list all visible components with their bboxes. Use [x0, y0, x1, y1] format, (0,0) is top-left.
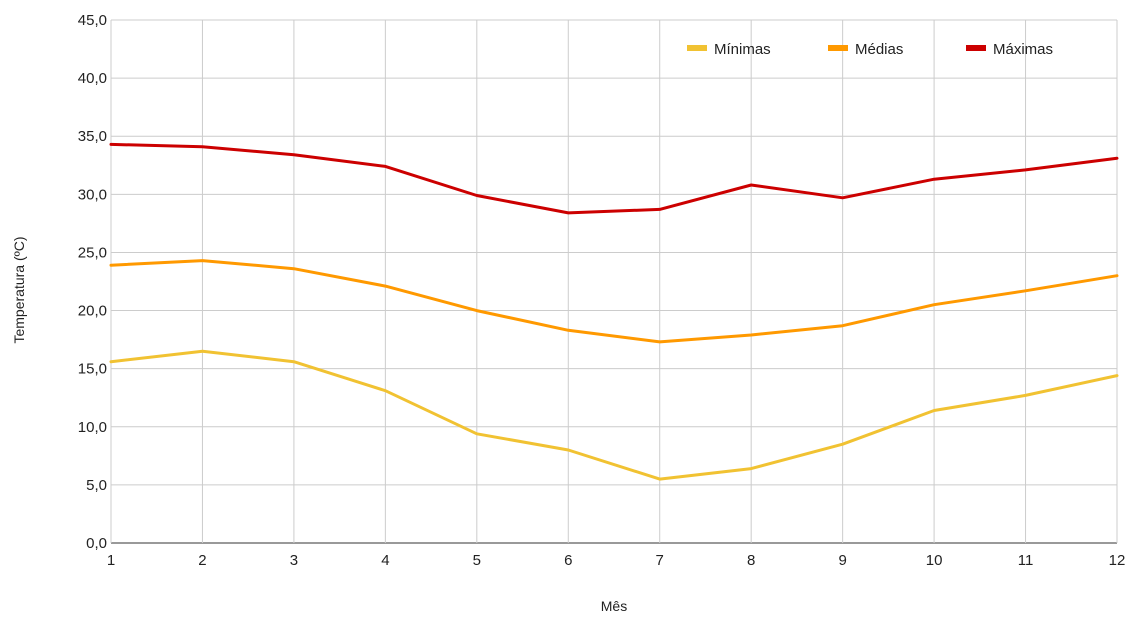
y-tick-label: 10,0 [78, 419, 107, 436]
y-tick-label: 35,0 [78, 128, 107, 145]
y-axis-tick-labels: 0,0 5,0 10,0 15,0 20,0 25,0 30,0 35,0 40,0 45,0 [78, 12, 107, 552]
x-tick-label: 2 [198, 552, 206, 569]
series-line-maximas [109, 142, 1119, 215]
y-tick-label: 0,0 [86, 535, 107, 552]
series-line-medias [109, 259, 1119, 344]
y-tick-label: 5,0 [86, 477, 107, 494]
series-lines [109, 142, 1119, 481]
y-tick-label: 45,0 [78, 12, 107, 29]
x-tick-label: 1 [107, 552, 115, 569]
legend-swatch-minimas [687, 45, 707, 51]
y-tick-label: 40,0 [78, 70, 107, 87]
y-tick-label: 25,0 [78, 244, 107, 261]
x-tick-label: 3 [290, 552, 298, 569]
x-axis-tick-labels: 1 2 3 4 5 6 7 8 9 10 11 12 [107, 552, 1126, 569]
legend-label-medias: Médias [855, 41, 903, 58]
series-line-minimas [109, 349, 1119, 481]
x-tick-label: 9 [838, 552, 846, 569]
x-axis-title: Mês [601, 598, 627, 614]
legend-swatch-medias [828, 45, 848, 51]
legend-swatch-maximas [966, 45, 986, 51]
legend-label-maximas: Máximas [993, 41, 1053, 58]
x-tick-label: 6 [564, 552, 572, 569]
y-tick-label: 15,0 [78, 361, 107, 378]
grid-lines [110, 19, 1118, 544]
legend-label-minimas: Mínimas [714, 41, 771, 58]
x-tick-label: 7 [656, 552, 664, 569]
x-tick-label: 11 [1018, 552, 1034, 569]
x-tick-label: 12 [1109, 552, 1126, 569]
x-tick-label: 10 [926, 552, 943, 569]
y-axis-title: Temperatura (ºC) [11, 236, 27, 343]
x-tick-label: 8 [747, 552, 755, 569]
x-tick-label: 4 [381, 552, 389, 569]
x-tick-label: 5 [473, 552, 481, 569]
legend: Mínimas Médias Máximas [687, 41, 1053, 58]
y-tick-label: 20,0 [78, 303, 107, 320]
y-tick-label: 30,0 [78, 186, 107, 203]
